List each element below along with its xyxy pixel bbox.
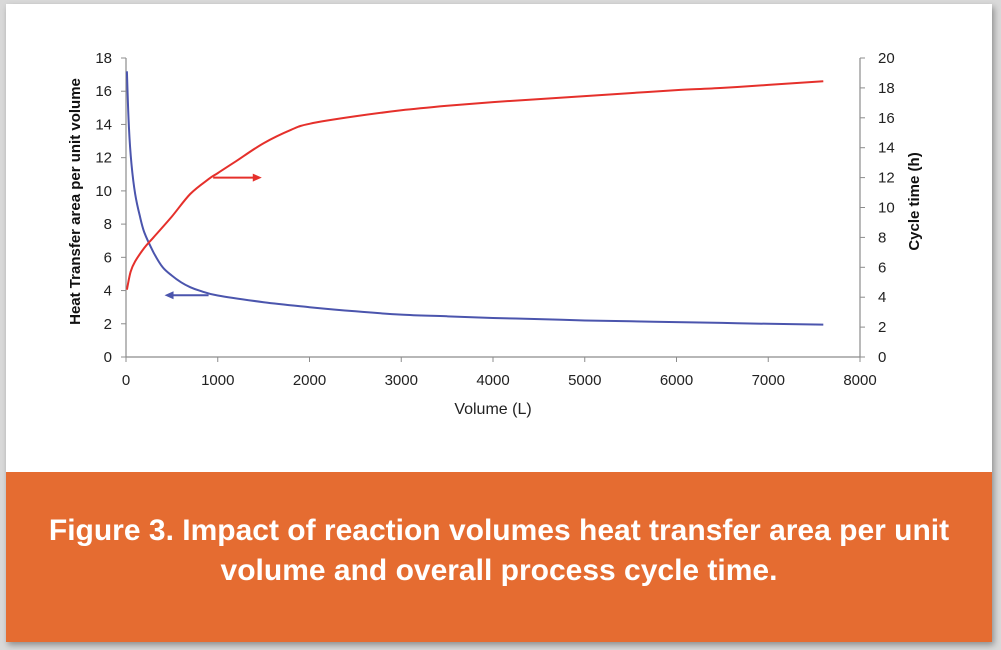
y-axis-right-title: Cycle time (h) [906, 152, 923, 250]
y-right-tick-label: 10 [878, 200, 895, 217]
chart-axes: 0 2 4 6 8 10 12 14 16 18 0 2 4 6 8 10 12 14 16 18 20 0 1000 200… [95, 50, 894, 389]
y-right-tick-label: 2 [878, 319, 886, 336]
y-left-tick-label: 4 [104, 283, 112, 300]
x-tick-label: 0 [122, 372, 130, 389]
x-tick-label: 3000 [385, 372, 418, 389]
y-right-tick-label: 4 [878, 289, 886, 306]
y-left-tick-label: 16 [95, 83, 112, 100]
x-tick-label: 2000 [293, 372, 326, 389]
chart-annotations [164, 173, 262, 300]
y-axis-left-title: Heat Transfer area per unit volume [67, 78, 84, 325]
y-left-tick-label: 2 [104, 316, 112, 333]
y-left-tick-label: 8 [104, 216, 112, 233]
arrowhead-right [252, 173, 262, 182]
x-tick-label: 5000 [568, 372, 601, 389]
y-right-tick-label: 0 [878, 349, 886, 366]
y-right-tick-label: 14 [878, 140, 895, 157]
chart-series [125, 71, 824, 326]
y-left-tick-label: 0 [104, 349, 112, 366]
x-tick-label: 6000 [660, 372, 693, 389]
y-right-tick-label: 8 [878, 229, 886, 246]
heat-transfer-area-line [125, 71, 824, 326]
y-right-tick-label: 16 [878, 110, 895, 127]
y-right-tick-label: 20 [878, 50, 895, 67]
figure-card: 0 2 4 6 8 10 12 14 16 18 0 2 4 6 8 10 12 14 16 18 20 0 1000 200… [6, 4, 992, 642]
y-left-tick-label: 12 [95, 150, 112, 167]
y-right-tick-label: 12 [878, 170, 895, 187]
arrowhead-left [164, 291, 174, 300]
caption-band: Figure 3. Impact of reaction volumes hea… [6, 472, 992, 642]
x-tick-label: 4000 [476, 372, 509, 389]
y-right-tick-label: 18 [878, 80, 895, 97]
y-left-tick-label: 6 [104, 249, 112, 266]
y-left-tick-label: 10 [95, 183, 112, 200]
cycle-time-line [125, 80, 824, 290]
dual-axis-line-chart: 0 2 4 6 8 10 12 14 16 18 0 2 4 6 8 10 12 14 16 18 20 0 1000 200… [67, 50, 923, 418]
y-right-tick-label: 6 [878, 259, 886, 276]
x-tick-label: 7000 [752, 372, 785, 389]
x-tick-label: 8000 [843, 372, 876, 389]
x-axis-title: Volume (L) [454, 401, 531, 418]
y-left-tick-label: 18 [95, 50, 112, 67]
figure-caption: Figure 3. Impact of reaction volumes hea… [48, 514, 950, 587]
x-tick-label: 1000 [201, 372, 234, 389]
y-left-tick-label: 14 [95, 116, 112, 133]
